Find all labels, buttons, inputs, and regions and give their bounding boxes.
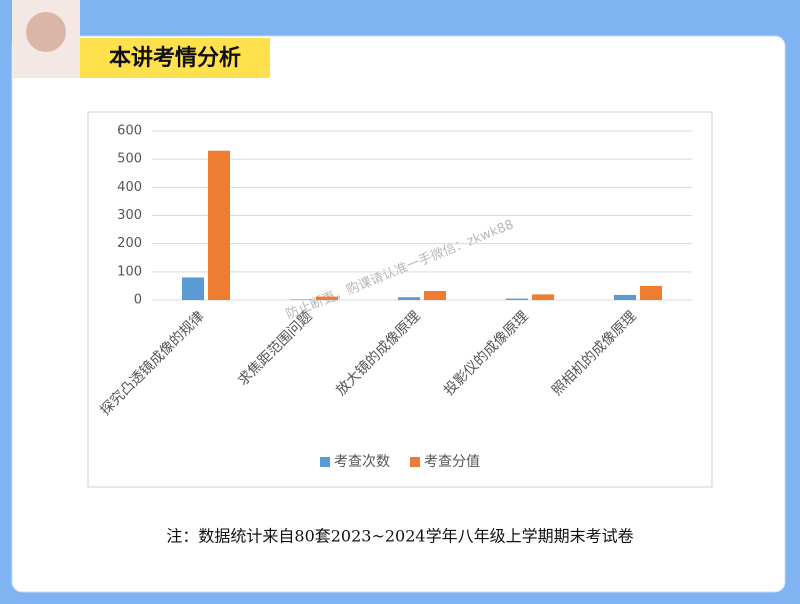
y-tick-label: 600	[117, 124, 142, 139]
header-box	[80, 38, 270, 78]
legend-label: 考查次数	[334, 454, 390, 470]
y-tick-label: 200	[117, 236, 142, 251]
legend-swatch	[410, 457, 420, 467]
y-tick-label: 400	[117, 180, 142, 195]
bar	[614, 294, 636, 300]
bar	[640, 285, 662, 300]
note: 注：数据统计来自80套2023~2024学年八年级上学期期末考试卷	[166, 527, 633, 546]
header-title: 本讲考情分析	[109, 45, 241, 71]
avatar-head	[26, 12, 66, 52]
y-tick-label: 0	[134, 293, 142, 308]
bar	[290, 299, 312, 300]
bar	[424, 290, 446, 300]
bar	[398, 297, 420, 300]
legend-swatch	[320, 457, 330, 467]
bar	[208, 150, 230, 300]
y-tick-label: 100	[117, 264, 142, 279]
y-tick-label: 500	[117, 152, 142, 167]
bar	[316, 296, 338, 300]
y-tick-label: 300	[117, 208, 142, 223]
legend-label: 考查分值	[424, 454, 480, 470]
bar	[182, 277, 204, 300]
bar	[532, 294, 554, 300]
bar	[506, 298, 528, 300]
